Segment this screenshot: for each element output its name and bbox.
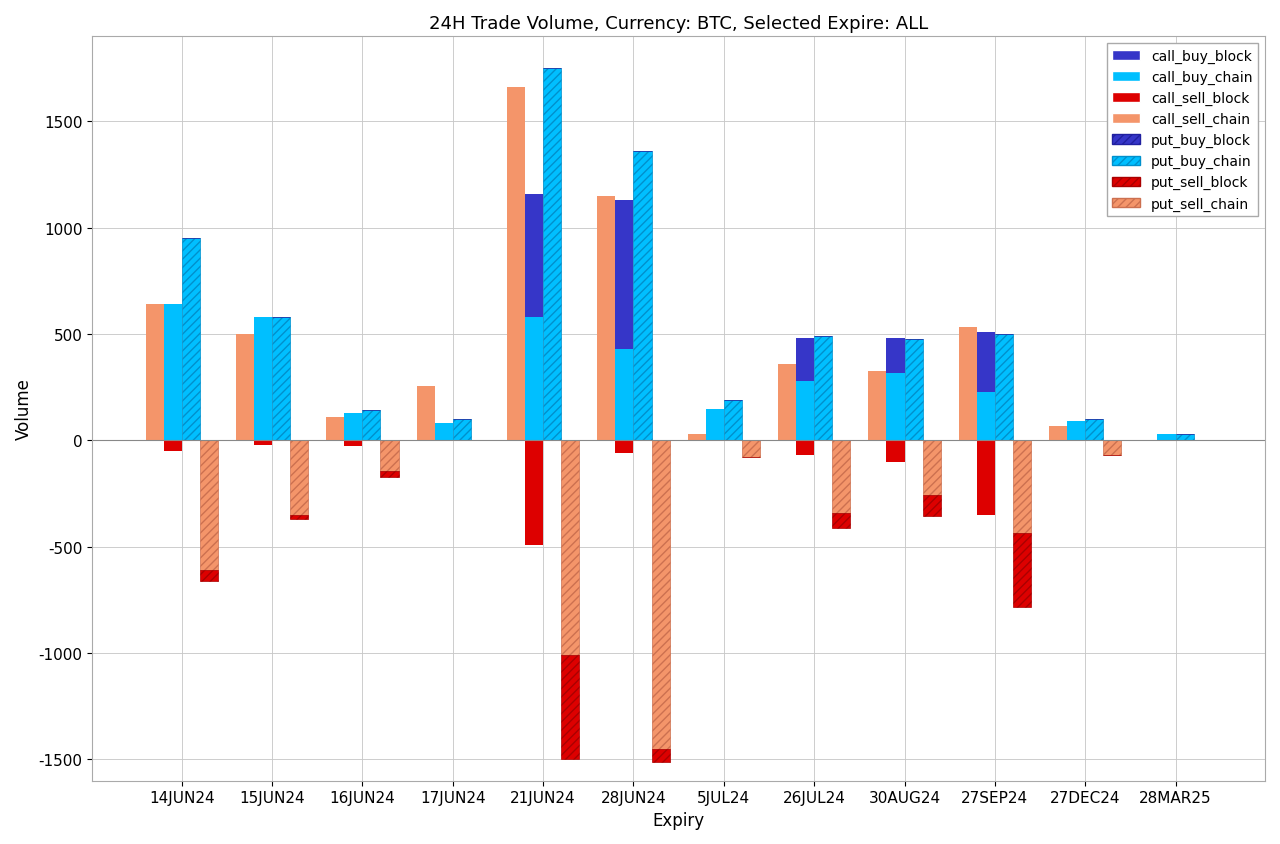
Bar [291, 515, 308, 520]
Bar [380, 441, 398, 472]
Bar [616, 201, 634, 349]
Bar [326, 418, 344, 441]
Bar [832, 441, 850, 513]
Bar [164, 305, 182, 441]
Bar [543, 69, 561, 441]
Bar [561, 441, 580, 656]
Bar [236, 335, 253, 441]
Bar [832, 513, 850, 528]
Bar [453, 419, 471, 441]
Bar [887, 339, 905, 374]
Bar [344, 414, 362, 441]
Bar [705, 409, 723, 441]
Bar [977, 333, 995, 392]
Bar [959, 327, 977, 441]
Bar [344, 441, 362, 446]
Bar [977, 441, 995, 515]
Bar [814, 337, 832, 441]
Bar [435, 424, 453, 441]
Bar [164, 441, 182, 452]
Bar [146, 305, 164, 441]
Bar [253, 317, 273, 441]
Bar [273, 317, 291, 441]
Bar [995, 335, 1012, 441]
Bar [687, 435, 705, 441]
Bar [200, 571, 218, 582]
Bar [598, 197, 616, 441]
Bar [923, 441, 941, 495]
Bar [1012, 533, 1030, 608]
Y-axis label: Volume: Volume [15, 378, 33, 440]
Bar [1068, 422, 1085, 441]
Bar [1012, 441, 1030, 533]
Bar [723, 401, 742, 441]
Bar [634, 152, 652, 441]
Bar [380, 472, 398, 477]
Bar [1050, 426, 1068, 441]
X-axis label: Expiry: Expiry [653, 811, 705, 829]
Bar [796, 441, 814, 456]
Bar [507, 89, 525, 441]
Bar [616, 441, 634, 454]
Bar [868, 372, 887, 441]
Bar [778, 365, 796, 441]
Bar [525, 194, 543, 317]
Bar [1175, 435, 1194, 441]
Bar [525, 317, 543, 441]
Title: 24H Trade Volume, Currency: BTC, Selected Expire: ALL: 24H Trade Volume, Currency: BTC, Selecte… [429, 15, 928, 33]
Bar [923, 495, 941, 517]
Bar [796, 381, 814, 441]
Legend: call_buy_block, call_buy_chain, call_sell_block, call_sell_chain, put_buy_block,: call_buy_block, call_buy_chain, call_sel… [1106, 44, 1258, 217]
Bar [1085, 419, 1103, 441]
Bar [1157, 435, 1175, 441]
Bar [416, 387, 435, 441]
Bar [887, 374, 905, 441]
Bar [742, 441, 760, 458]
Bar [652, 441, 669, 749]
Bar [561, 656, 580, 760]
Bar [977, 392, 995, 441]
Bar [905, 340, 923, 441]
Bar [291, 441, 308, 515]
Bar [1103, 441, 1121, 456]
Bar [616, 349, 634, 441]
Bar [887, 441, 905, 463]
Bar [182, 239, 200, 441]
Bar [652, 749, 669, 761]
Bar [796, 339, 814, 381]
Bar [362, 410, 380, 441]
Bar [525, 441, 543, 545]
Bar [200, 441, 218, 571]
Bar [253, 441, 273, 445]
